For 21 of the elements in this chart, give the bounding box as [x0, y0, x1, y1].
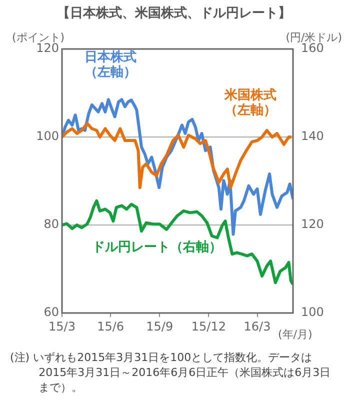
- x-tick-label: 16/3: [244, 319, 271, 334]
- y-tick-label: 60: [44, 305, 59, 320]
- y-tick-label: 100: [36, 129, 59, 144]
- x-tick-label: 15/3: [48, 319, 76, 334]
- y2-tick-label: 100: [301, 305, 324, 320]
- y2-tick-label: 140: [301, 129, 324, 144]
- x-tick-label: 15/6: [97, 319, 124, 334]
- series-label: 日本株式（左軸）: [84, 50, 138, 80]
- series-label: 米国株式（左軸）: [223, 88, 278, 118]
- text: (注) いずれも2015年3月31日を100として指数化。データは2015年3月31日～2016年6月6日正午（米国株式は6月3日まで）。: [10, 350, 332, 395]
- y-axis-title: (ポイント): [12, 30, 65, 44]
- chart-title: 【日本株式、米国株式、ドル円レート】: [56, 5, 292, 22]
- series-label: ドル円レート（右軸）: [92, 240, 222, 255]
- y-tick-label: 80: [44, 217, 59, 232]
- x-tick-label: 15/9: [146, 319, 174, 334]
- y2-tick-label: 160: [301, 41, 324, 56]
- y-tick-label: 120: [36, 41, 59, 56]
- x-axis-title: (年/月): [278, 327, 312, 342]
- y2-axis-title: (円/米ドル): [286, 30, 342, 44]
- x-tick-label: 15/12: [191, 319, 226, 334]
- y2-tick-label: 120: [301, 217, 324, 232]
